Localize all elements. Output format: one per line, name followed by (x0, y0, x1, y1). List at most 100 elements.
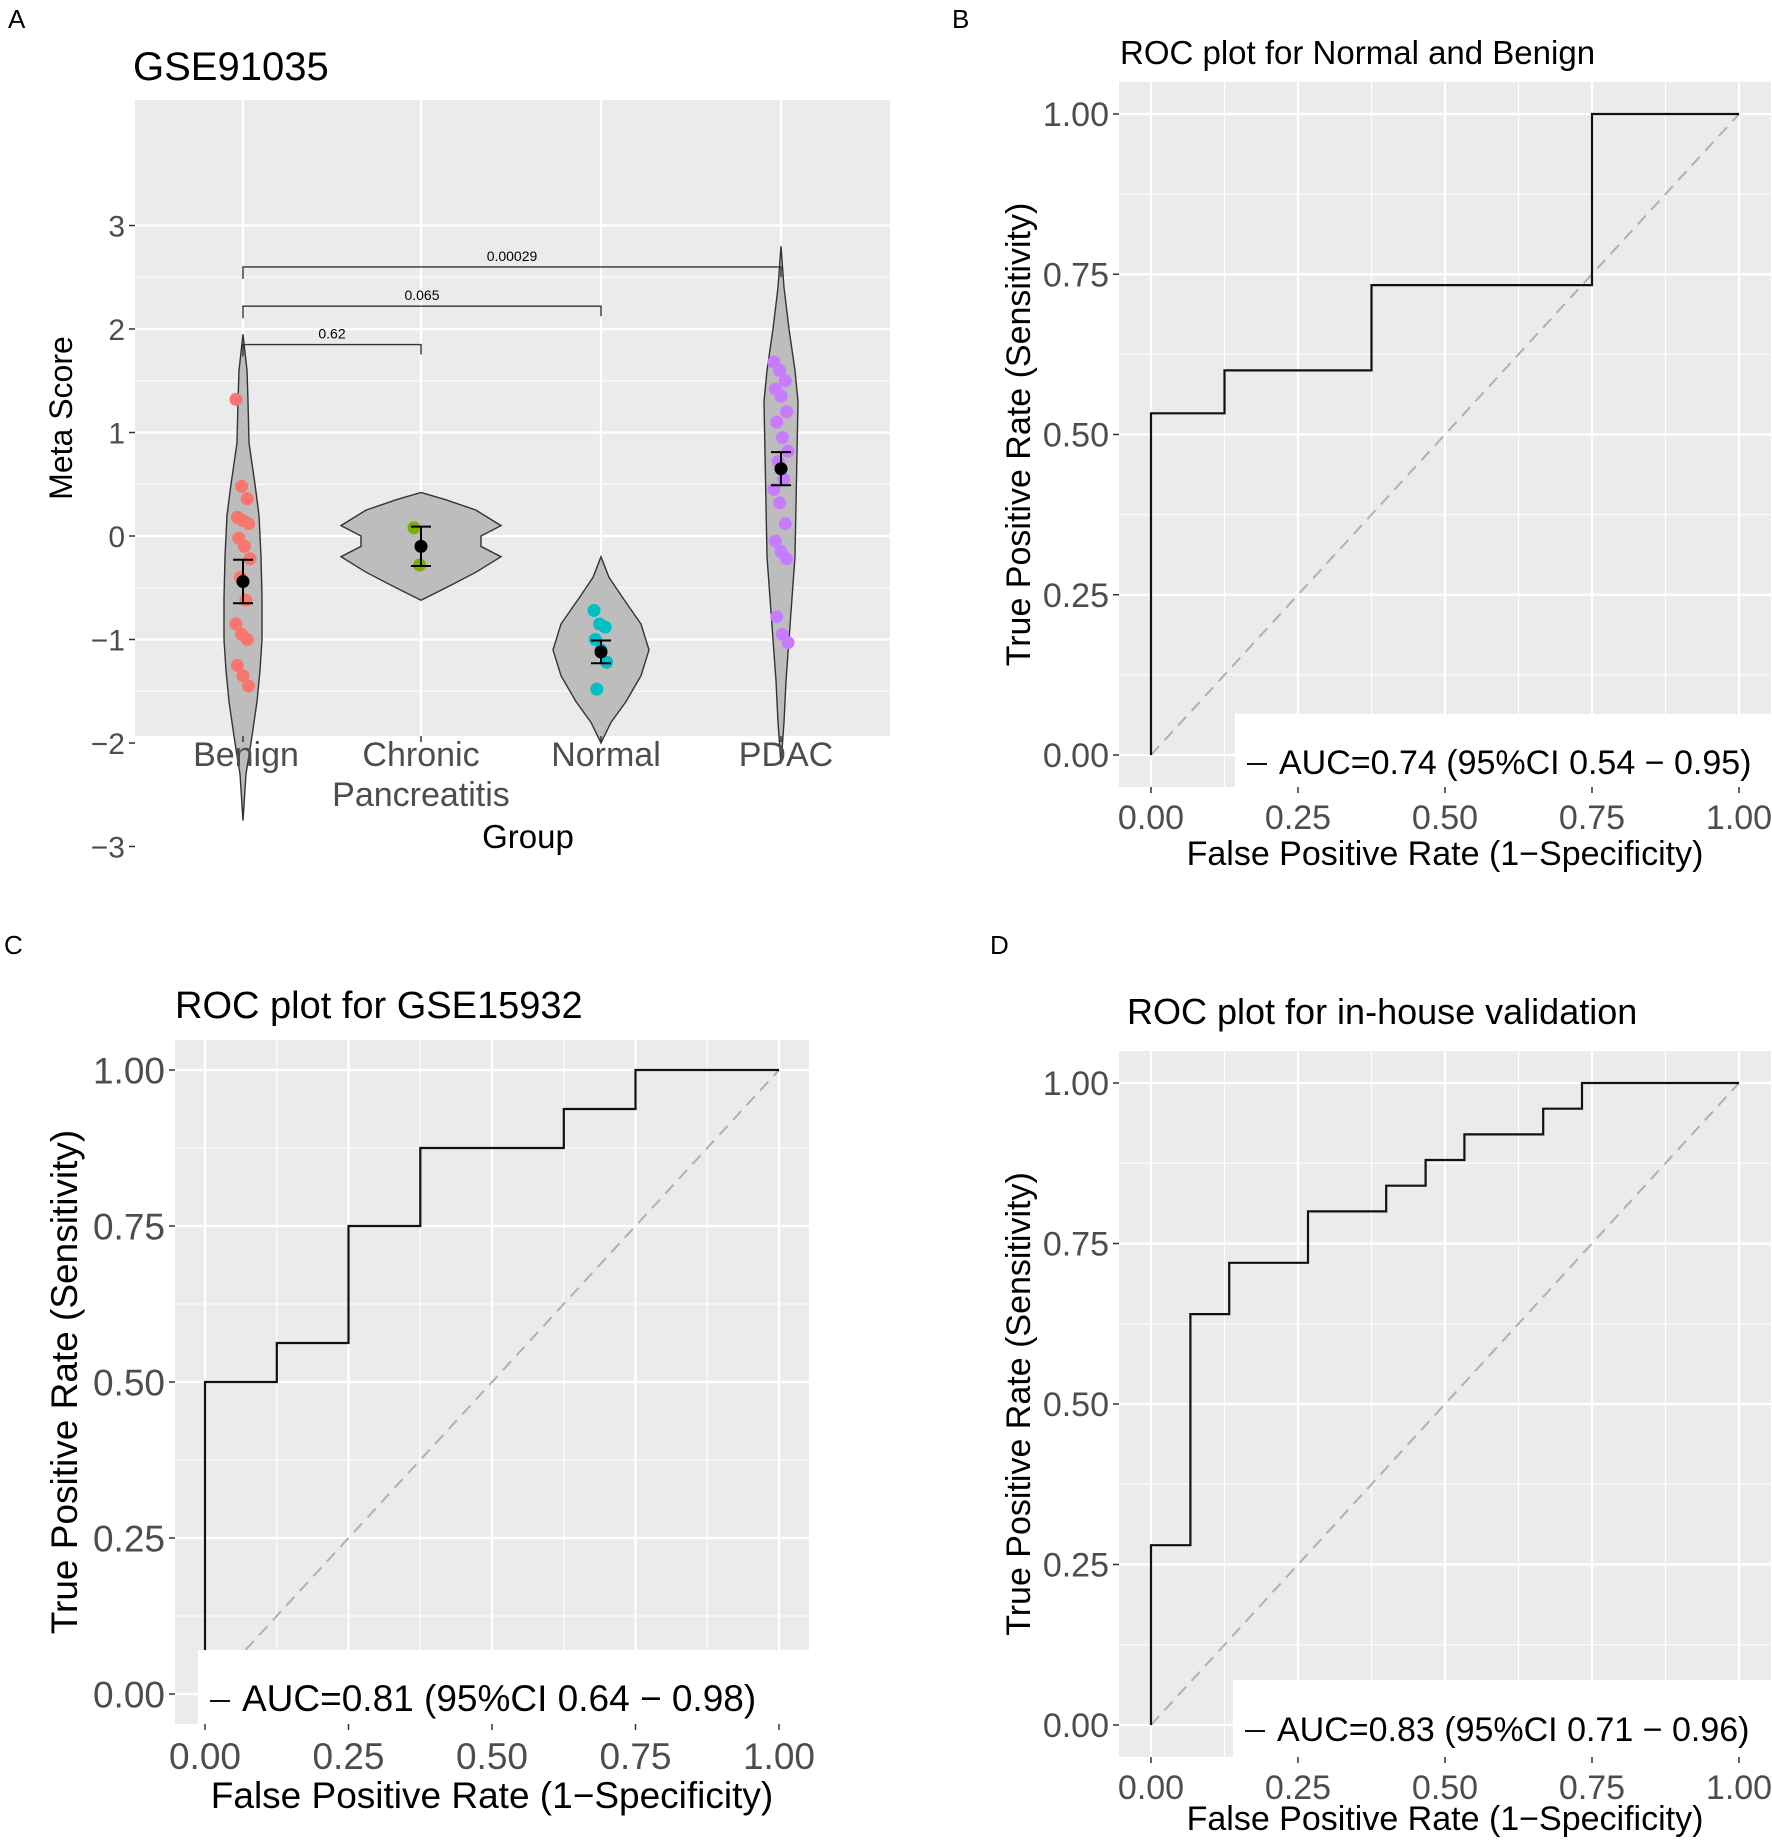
chart-title: ROC plot for GSE15932 (175, 985, 583, 1027)
x-tick-label: 0.00 (169, 1736, 241, 1777)
x-tick-label: 0.50 (1412, 799, 1478, 837)
roc-curve-line (203, 1068, 779, 1694)
chart-title: GSE91035 (133, 45, 329, 89)
panel-letter-c: C (4, 930, 23, 960)
data-point (240, 633, 254, 646)
data-point (780, 552, 794, 566)
y-tick-label: 0.00 (93, 1674, 165, 1715)
chart-title: ROC plot for in-house validation (1127, 991, 1637, 1032)
y-tick-label: 0.25 (1043, 577, 1109, 615)
x-tick-label: 0.00 (1118, 799, 1184, 837)
x-tick-label: 0.00 (1118, 1769, 1184, 1807)
data-point (237, 539, 251, 553)
x-tick-label: Pancreatitis (332, 776, 510, 814)
y-tick-label: 0.50 (1043, 417, 1109, 455)
y-tick-label: 0.50 (93, 1362, 165, 1403)
data-point (240, 492, 254, 506)
data-point (780, 405, 794, 419)
mean-point (414, 539, 428, 553)
x-axis-title: False Positive Rate (1−Specificity) (211, 1775, 773, 1816)
x-axis-title: False Positive Rate (1−Specificity) (1187, 835, 1704, 873)
data-point (236, 669, 250, 683)
data-point (235, 479, 249, 493)
data-point (770, 610, 784, 624)
legend: AUC=0.74 (95%CI 0.54 − 0.95) (1235, 714, 1772, 793)
legend-label: AUC=0.83 (95%CI 0.71 − 0.96) (1277, 1711, 1750, 1749)
p-value-label: 0.62 (318, 326, 345, 342)
data-point (781, 444, 795, 458)
y-axis-title: Meta Score (43, 336, 79, 500)
x-tick-label: 0.25 (1265, 799, 1331, 837)
y-tick-label: 3 (108, 211, 125, 244)
legend: AUC=0.81 (95%CI 0.64 − 0.98) (198, 1650, 813, 1730)
y-tick-label: 0.00 (1043, 737, 1109, 775)
x-tick-label: 0.50 (1412, 1769, 1478, 1807)
y-tick-label: 0.25 (1043, 1547, 1109, 1585)
x-tick-label: Benign (193, 736, 299, 774)
data-point (774, 389, 788, 403)
y-axis-title: True Positive Rate (Sensitivity) (1000, 1172, 1038, 1636)
mean-point (236, 575, 250, 589)
x-tick-label: 0.25 (312, 1736, 384, 1777)
mean-point (774, 462, 788, 476)
y-tick-label: 1.00 (93, 1050, 165, 1091)
data-point (590, 682, 604, 696)
y-axis-title: True Positive Rate (Sensitivity) (1000, 203, 1038, 667)
roc-chart-gse15932: AUC=0.81 (95%CI 0.64 − 0.98) 1.00 0.75 0.50… (44, 985, 815, 1816)
x-tick-label: 0.75 (1559, 1769, 1625, 1807)
x-tick-label: 0.25 (1265, 1769, 1331, 1807)
data-point (598, 620, 612, 634)
data-point (229, 617, 243, 631)
diagonal-reference-line (204, 1069, 780, 1695)
y-tick-label: 0.50 (1043, 1386, 1109, 1424)
x-tick-label: 0.50 (456, 1736, 528, 1777)
p-value-label: 0.065 (404, 287, 439, 303)
roc-chart-normal-benign: AUC=0.74 (95%CI 0.54 − 0.95) 1.00 0.75 0.50… (1000, 34, 1772, 873)
roc-curve-line (1149, 112, 1739, 755)
data-point (243, 552, 257, 566)
data-point (778, 374, 792, 388)
data-point (768, 534, 782, 548)
diagonal-reference-line (1150, 1082, 1740, 1726)
legend-background (1235, 714, 1772, 793)
data-point (773, 496, 787, 510)
roc-chart-in-house: AUC=0.83 (95%CI 0.71 − 0.96) 1.00 0.75 0.50… (1000, 991, 1772, 1838)
x-tick-label: 1.00 (743, 1736, 815, 1777)
legend-label: AUC=0.74 (95%CI 0.54 − 0.95) (1279, 744, 1752, 782)
data-point (230, 658, 244, 672)
x-tick-label: PDAC (739, 736, 833, 774)
legend: AUC=0.83 (95%CI 0.71 − 0.96) (1233, 1680, 1772, 1763)
y-tick-label: 0 (108, 521, 125, 554)
y-tick-label: 0.00 (1043, 1707, 1109, 1745)
panel-letter-b: B (952, 4, 969, 34)
data-point (778, 517, 792, 531)
data-point (770, 415, 784, 429)
data-point (229, 392, 243, 406)
data-point (242, 517, 256, 531)
data-point (588, 633, 602, 646)
chart-title: ROC plot for Normal and Benign (1120, 34, 1595, 71)
y-tick-label: 0.75 (1043, 1226, 1109, 1264)
data-point (600, 655, 614, 669)
comparison-bracket (242, 305, 602, 319)
data-point (781, 636, 795, 650)
y-axis-title: True Positive Rate (Sensitivity) (44, 1130, 85, 1634)
legend-background (198, 1650, 813, 1730)
y-tick-label: 1 (108, 418, 125, 451)
comparison-bracket (242, 266, 782, 279)
x-tick-label: Chronic (362, 736, 479, 774)
y-tick-label: −3 (91, 832, 125, 865)
data-point (407, 521, 421, 535)
y-tick-label: −1 (91, 625, 125, 658)
x-axis-title: Group (482, 818, 574, 855)
y-tick-label: −2 (91, 728, 125, 761)
x-tick-label: 0.75 (1559, 799, 1625, 837)
panel-letter-a: A (8, 4, 26, 34)
legend-background (1233, 1680, 1772, 1763)
legend-label: AUC=0.81 (95%CI 0.64 − 0.98) (242, 1678, 756, 1719)
p-value-label: 0.00029 (487, 248, 538, 264)
x-axis-title: False Positive Rate (1−Specificity) (1187, 1800, 1704, 1838)
data-point (239, 593, 253, 607)
